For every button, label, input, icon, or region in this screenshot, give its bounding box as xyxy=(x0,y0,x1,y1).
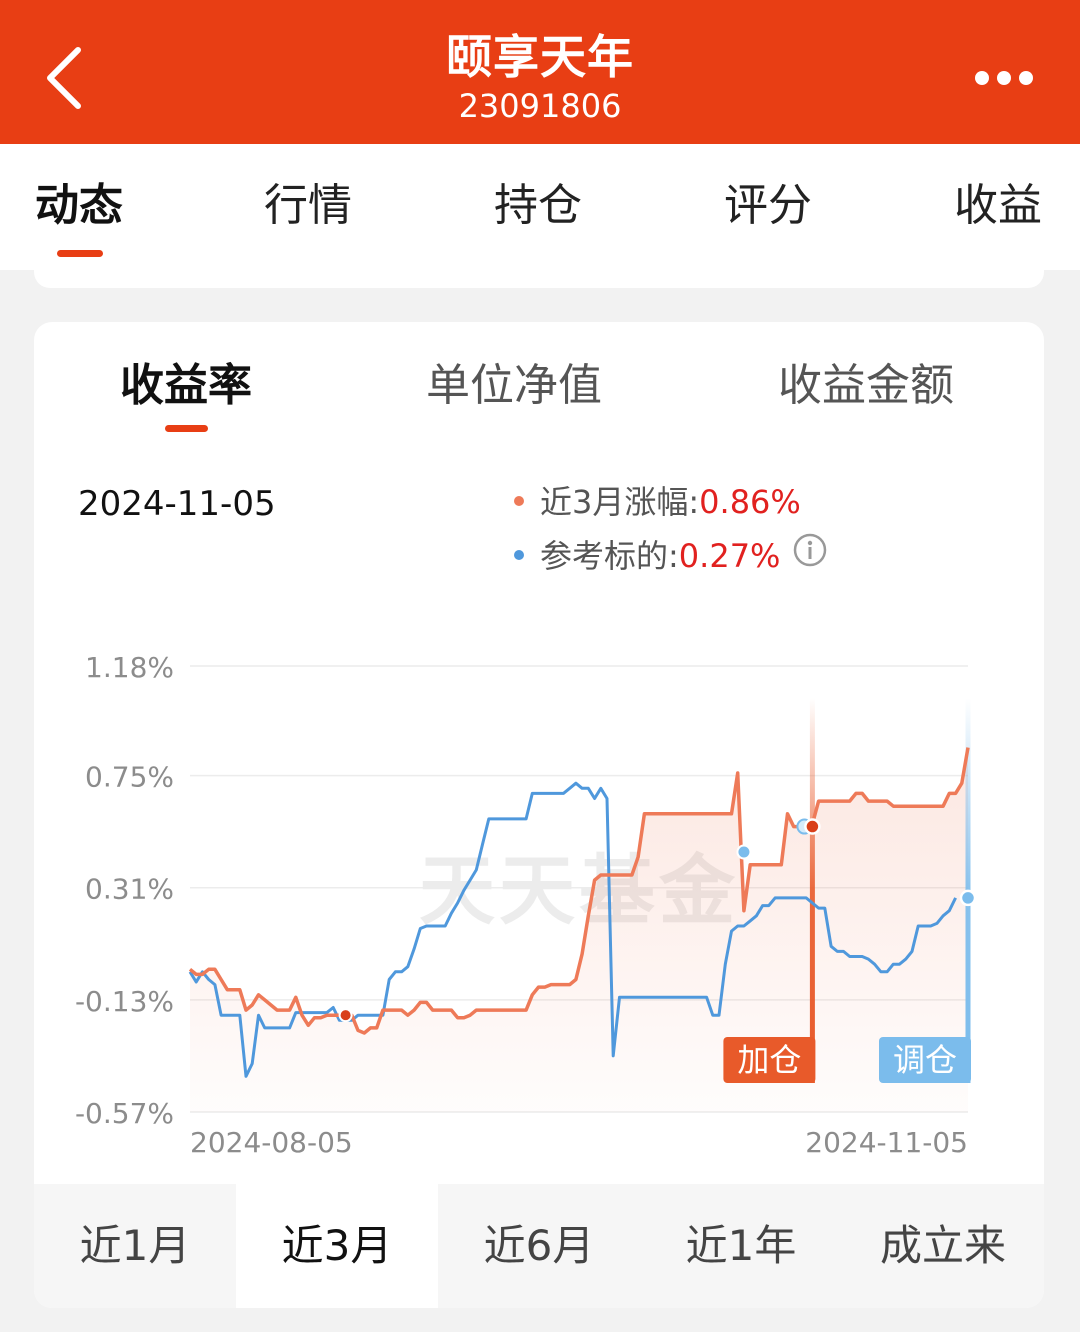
y-tick-label: 0.31% xyxy=(85,873,174,906)
add-position-dot xyxy=(804,818,821,835)
legend-benchmark: 参考标的:0.27% xyxy=(514,532,828,582)
adjust-position-dot xyxy=(959,889,977,907)
add-position-line xyxy=(809,698,815,1083)
tab-dynamic[interactable]: 动态 xyxy=(35,180,123,231)
range-1y[interactable]: 近1年 xyxy=(685,1221,797,1270)
page-title: 颐享天年 xyxy=(446,30,634,84)
series-line-fund xyxy=(188,747,970,1035)
benchmark-point xyxy=(736,844,752,860)
x-tick-label-end: 2024-11-05 xyxy=(805,1126,968,1159)
tab-returns[interactable]: 收益 xyxy=(954,180,1042,231)
legend-fund: 近3月涨幅:0.86% xyxy=(514,480,801,524)
chart-card: 收益率 单位净值 收益金额 2024-11-05 近3月涨幅:0.86% 参考标… xyxy=(34,322,1044,1308)
fund-point xyxy=(338,1008,353,1023)
more-dots-icon xyxy=(975,71,1033,85)
adjust-position-label: 调仓 xyxy=(893,1041,957,1079)
subtab-active-indicator xyxy=(165,425,208,432)
x-tick-label-start: 2024-08-05 xyxy=(190,1126,353,1159)
back-button[interactable] xyxy=(30,38,100,118)
legend-fund-value: 0.86% xyxy=(699,483,801,521)
range-since-inception[interactable]: 成立来 xyxy=(879,1221,1006,1270)
legend-benchmark-value: 0.27% xyxy=(678,537,781,575)
tab-market[interactable]: 行情 xyxy=(264,180,352,231)
series-line-benchmark xyxy=(188,781,957,1078)
range-6m[interactable]: 近6月 xyxy=(483,1221,595,1270)
range-1m[interactable]: 近1月 xyxy=(79,1221,191,1270)
range-3m[interactable]: 近3月 xyxy=(236,1184,438,1308)
info-button[interactable] xyxy=(792,532,828,579)
header-bar: 颐享天年 23091806 xyxy=(0,0,1080,144)
legend-fund-label: 近3月涨幅: xyxy=(540,483,700,521)
add-position-badge xyxy=(723,1037,816,1083)
fund-area xyxy=(190,747,968,1112)
y-tick-label: 0.75% xyxy=(85,761,174,794)
y-tick-label: -0.57% xyxy=(75,1097,174,1130)
legend-benchmark-label: 参考标的: xyxy=(540,537,679,575)
selected-date: 2024-11-05 xyxy=(78,484,276,524)
chevron-left-icon xyxy=(47,47,81,109)
more-button[interactable] xyxy=(966,56,1046,100)
legend-dot-fund xyxy=(514,496,524,506)
info-icon xyxy=(794,533,827,566)
tab-holdings[interactable]: 持仓 xyxy=(494,180,582,231)
adjust-position-badge xyxy=(879,1037,971,1083)
y-tick-label: -0.13% xyxy=(75,985,174,1018)
return-chart[interactable]: 1.18% 0.75% 0.31% -0.13% -0.57% 2024-08-05 202… xyxy=(34,322,1044,1308)
tab-rating[interactable]: 评分 xyxy=(724,180,812,231)
main-tabs: 动态 行情 持仓 评分 收益 xyxy=(0,144,1080,270)
legend-dot-benchmark xyxy=(514,550,524,560)
fund-code: 23091806 xyxy=(458,87,622,125)
add-position-label: 加仓 xyxy=(737,1041,801,1079)
subtab-return-rate[interactable]: 收益率 xyxy=(120,360,252,411)
subtab-unit-nav[interactable]: 单位净值 xyxy=(426,360,602,411)
subtab-return-amount[interactable]: 收益金额 xyxy=(778,360,954,411)
card-edge xyxy=(34,268,1044,288)
tab-active-indicator xyxy=(57,250,103,257)
y-tick-label: 1.18% xyxy=(85,651,174,684)
range-tabs: 近1月 近3月 近6月 近1年 成立来 xyxy=(34,1184,1044,1308)
